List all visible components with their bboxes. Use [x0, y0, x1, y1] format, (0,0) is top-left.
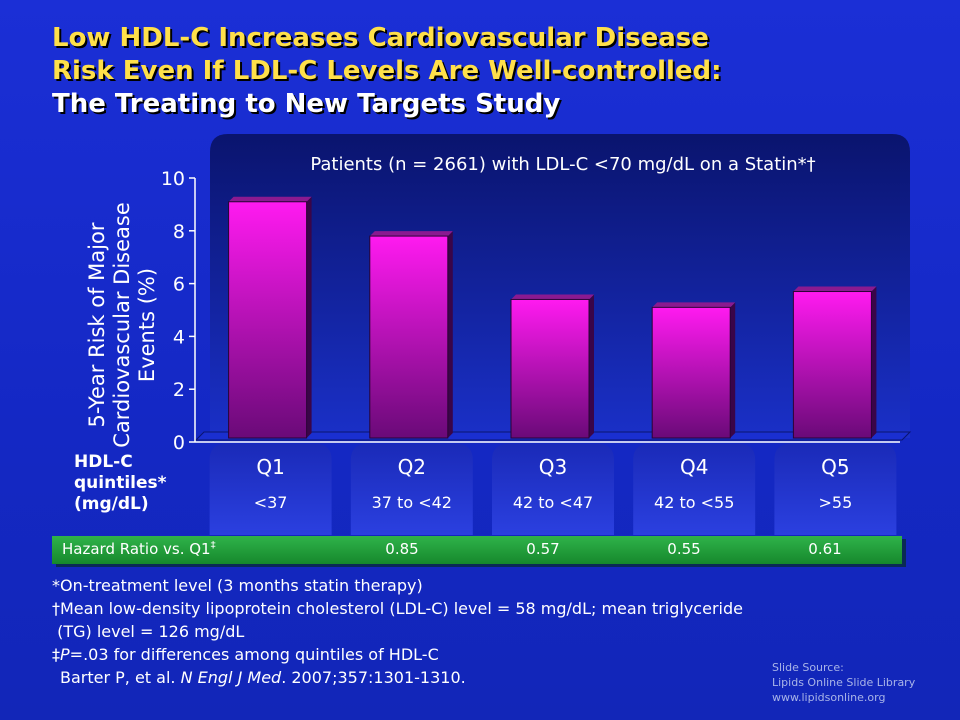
y-tick-label: 0 — [173, 432, 185, 454]
bar-top — [652, 302, 736, 308]
bar-side — [447, 231, 453, 438]
y-tick-label: 4 — [173, 326, 185, 348]
bar-q5 — [792, 286, 877, 439]
footnote-1: *On-treatment level (3 months statin the… — [52, 576, 423, 595]
y-tick-label: 6 — [173, 274, 185, 296]
bar-top — [793, 286, 877, 292]
bar-top — [228, 196, 312, 202]
footnote-2: †Mean low-density lipoprotein cholestero… — [52, 599, 743, 618]
title-line-3: The Treating to New Targets Study — [52, 89, 561, 119]
bar-q3 — [510, 294, 594, 439]
hazard-ratio-q4: 0.55 — [667, 540, 701, 558]
hazard-ratio-q2: 0.85 — [385, 540, 419, 558]
hazard-ratio-row: Hazard Ratio vs. Q1‡ 0.85 0.57 0.55 0.61 — [52, 536, 902, 564]
slide-source: Slide Source: Lipids Online Slide Librar… — [772, 660, 952, 705]
bar-q2 — [369, 231, 453, 439]
bar-face — [651, 306, 731, 439]
bar-side — [306, 196, 312, 438]
footnote-4: ‡P=.03 for differences among quintiles o… — [52, 645, 439, 664]
category-column — [774, 444, 897, 535]
slide-title: Low HDL-C Increases Cardiovascular Disea… — [52, 22, 932, 121]
x-label-line-2: quintiles* — [74, 473, 167, 493]
bar-top — [369, 231, 453, 237]
y-tick-label: 10 — [161, 168, 185, 190]
x-label-line-1: HDL-C — [74, 452, 133, 472]
range-label: <37 — [254, 493, 288, 512]
range-label: >55 — [819, 493, 853, 512]
source-line-1: Slide Source: — [772, 661, 844, 674]
hazard-ratio-q3: 0.57 — [526, 540, 560, 558]
bar-face — [792, 291, 872, 439]
x-label-line-3: (mg/dL) — [74, 494, 149, 514]
bar-side — [730, 302, 736, 438]
chart-subtitle: Patients (n = 2661) with LDL-C <70 mg/dL… — [310, 154, 815, 175]
reference: Barter P, et al. N Engl J Med. 2007;357:… — [60, 668, 466, 687]
bar-face — [510, 298, 590, 439]
category-column — [492, 444, 614, 535]
x-tick-label: Q4 — [680, 455, 708, 479]
title-line-2: Risk Even If LDL-C Levels Are Well-contr… — [52, 56, 722, 86]
bar-chart: 0 2 4 6 8 10 Q1 <37 Q2 37 to <42 Q3 42 to <47 Q4 42 … — [161, 134, 912, 535]
y-tick-label: 2 — [173, 379, 185, 401]
footnotes: *On-treatment level (3 months statin the… — [52, 574, 912, 689]
source-line-3: www.lipidsonline.org — [772, 691, 886, 704]
range-label: 42 to <55 — [654, 493, 734, 512]
bar-q1 — [228, 196, 312, 439]
bar-top — [511, 294, 594, 300]
bar-side — [589, 294, 594, 438]
bar-side — [871, 286, 877, 438]
hazard-ratio-q5: 0.61 — [808, 540, 842, 558]
y-label-line-1: 5-Year Risk of Major — [85, 222, 109, 428]
range-label: 42 to <47 — [513, 493, 593, 512]
footnote-3: (TG) level = 126 mg/dL — [52, 622, 245, 641]
y-tick-label: 8 — [173, 221, 185, 243]
category-column — [633, 444, 756, 535]
x-tick-label: Q5 — [821, 455, 849, 479]
hazard-ratio-label: Hazard Ratio vs. Q1‡ — [62, 540, 216, 558]
bar-face — [369, 235, 449, 439]
bar-face — [228, 201, 308, 439]
x-axis-label: HDL-C quintiles* (mg/dL) — [74, 452, 167, 515]
title-line-1: Low HDL-C Increases Cardiovascular Disea… — [52, 23, 709, 53]
category-column — [209, 444, 332, 535]
y-axis-label: 5-Year Risk of Major Cardiovascular Dise… — [85, 155, 175, 495]
bar-q4 — [651, 302, 736, 439]
x-tick-label: Q2 — [398, 455, 426, 479]
category-column — [350, 444, 473, 535]
y-label-line-2: Cardiovascular Disease — [110, 202, 134, 448]
y-label-line-3: Events (%) — [135, 267, 159, 383]
source-line-2: Lipids Online Slide Library — [772, 676, 916, 689]
x-tick-label: Q3 — [539, 455, 567, 479]
x-tick-label: Q1 — [256, 455, 284, 479]
range-label: 37 to <42 — [372, 493, 452, 512]
